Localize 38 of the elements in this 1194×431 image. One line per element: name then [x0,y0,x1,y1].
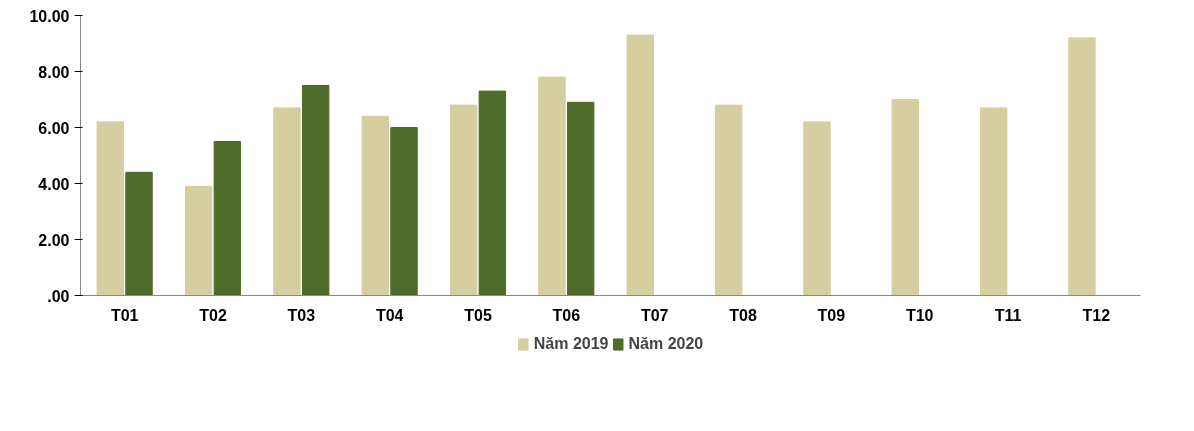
y-tick-label: 8.00 [38,63,70,81]
bar [390,127,418,296]
bar [714,104,743,296]
legend-label: Năm 2019 [533,335,609,353]
y-tick-label: 6.00 [38,119,70,137]
x-tick-label: T09 [817,306,846,324]
y-tick-label: 2.00 [38,231,70,249]
x-tick-label: T06 [552,306,581,324]
bar [891,99,920,296]
x-tick-label: T11 [994,306,1022,324]
bar [184,185,213,296]
y-tick-label: 4.00 [38,175,70,193]
x-tick-label: T12 [1082,306,1111,324]
bar [449,104,478,296]
bar [979,107,1008,296]
x-tick-label: T03 [287,306,316,324]
bar [626,34,655,296]
bar [213,141,242,296]
bar [361,115,390,296]
x-tick-label: T08 [729,306,757,324]
bar [538,76,566,296]
y-tick-label: .00 [47,287,70,305]
x-tick-label: T10 [905,306,934,324]
x-tick-label: T07 [640,306,669,324]
x-tick-label: T02 [199,306,227,324]
bar [301,85,330,296]
x-tick-label: T05 [464,306,492,324]
legend-label: Năm 2020 [628,335,704,353]
bar [478,90,507,296]
x-tick-label: T04 [375,306,404,324]
x-tick-label: T01 [110,306,139,324]
bar [566,101,595,296]
bar [1068,37,1096,296]
bar [125,171,153,296]
bar [96,121,125,296]
bar [803,121,831,296]
y-tick-label: 10.00 [29,7,70,25]
bar [273,107,301,296]
